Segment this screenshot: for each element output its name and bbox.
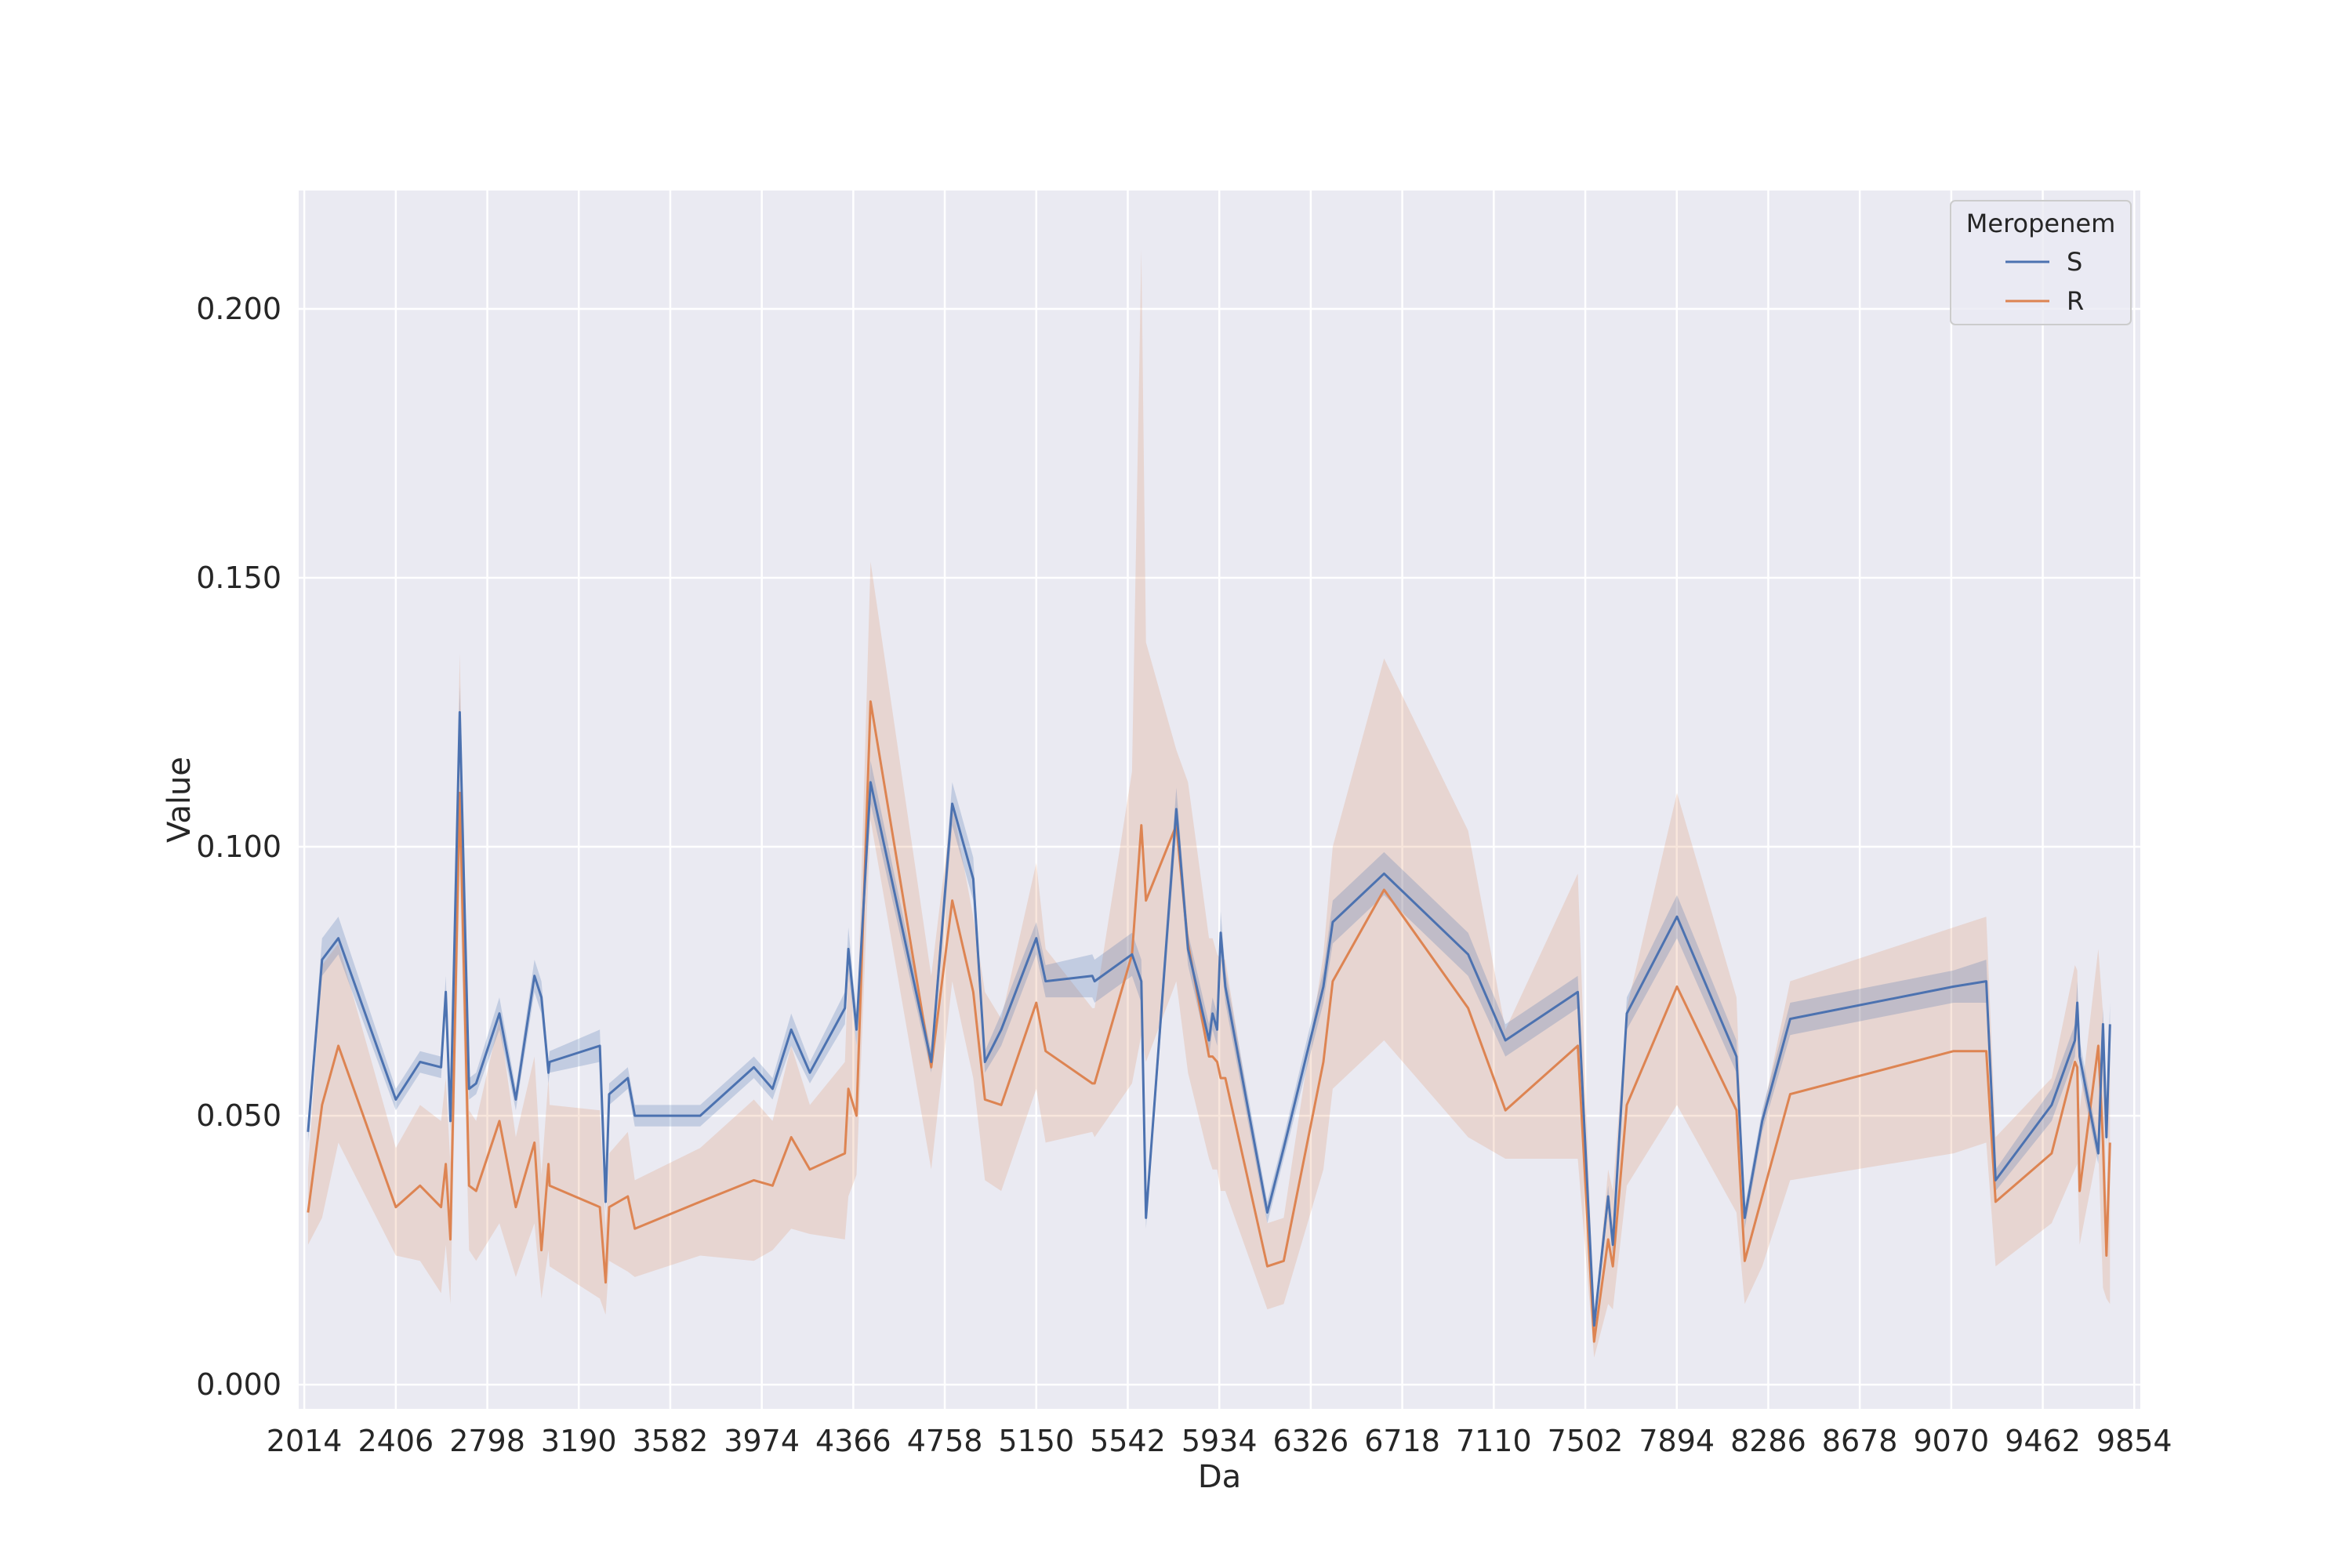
x-tick-label: 9070: [1913, 1424, 1989, 1458]
y-axis-ticks: 0.000 0.050 0.100 0.150 0.200: [196, 292, 281, 1402]
x-axis-label: Da: [1198, 1459, 1241, 1495]
series-line-R: [307, 700, 2111, 1343]
x-tick-label: 2406: [358, 1424, 434, 1458]
y-tick-label: 0.000: [196, 1367, 281, 1402]
x-tick-label: 5150: [998, 1424, 1074, 1458]
confidence-band-R: [307, 249, 2111, 1358]
confidence-bands: [307, 249, 2111, 1358]
x-tick-label: 6718: [1364, 1424, 1440, 1458]
legend-title: Meropenem: [1966, 209, 2115, 238]
series-lines: [307, 700, 2111, 1343]
x-tick-label: 3190: [541, 1424, 617, 1458]
x-tick-label: 7110: [1456, 1424, 1532, 1458]
y-tick-label: 0.200: [196, 292, 281, 326]
legend-label-S: S: [2067, 247, 2082, 277]
x-tick-label: 3974: [724, 1424, 800, 1458]
x-tick-label: 4758: [907, 1424, 983, 1458]
x-tick-label: 5934: [1181, 1424, 1258, 1458]
y-tick-label: 0.150: [196, 561, 281, 595]
x-tick-label: 5542: [1090, 1424, 1166, 1458]
x-axis-ticks: 2014 2406 2798 3190 3582 3974 4366 4758 5150 5542…: [267, 1424, 2172, 1458]
x-tick-label: 3582: [633, 1424, 709, 1458]
x-tick-label: 7502: [1548, 1424, 1624, 1458]
x-tick-label: 2014: [267, 1424, 343, 1458]
x-tick-label: 8286: [1730, 1424, 1806, 1458]
y-tick-label: 0.100: [196, 829, 281, 864]
y-axis-label: Value: [162, 757, 198, 843]
legend-label-R: R: [2067, 286, 2084, 316]
legend-entries: SR: [2005, 247, 2084, 316]
x-tick-label: 6326: [1273, 1424, 1349, 1458]
series-line-S: [307, 711, 2111, 1327]
x-tick-label: 2798: [449, 1424, 525, 1458]
x-tick-label: 9854: [2096, 1424, 2172, 1458]
x-tick-label: 7894: [1639, 1424, 1715, 1458]
grid: [299, 191, 2140, 1409]
x-tick-label: 9462: [2005, 1424, 2081, 1458]
y-tick-label: 0.050: [196, 1098, 281, 1133]
x-tick-label: 8678: [1822, 1424, 1898, 1458]
x-tick-label: 4366: [815, 1424, 891, 1458]
legend: Meropenem SR: [1950, 200, 2132, 325]
